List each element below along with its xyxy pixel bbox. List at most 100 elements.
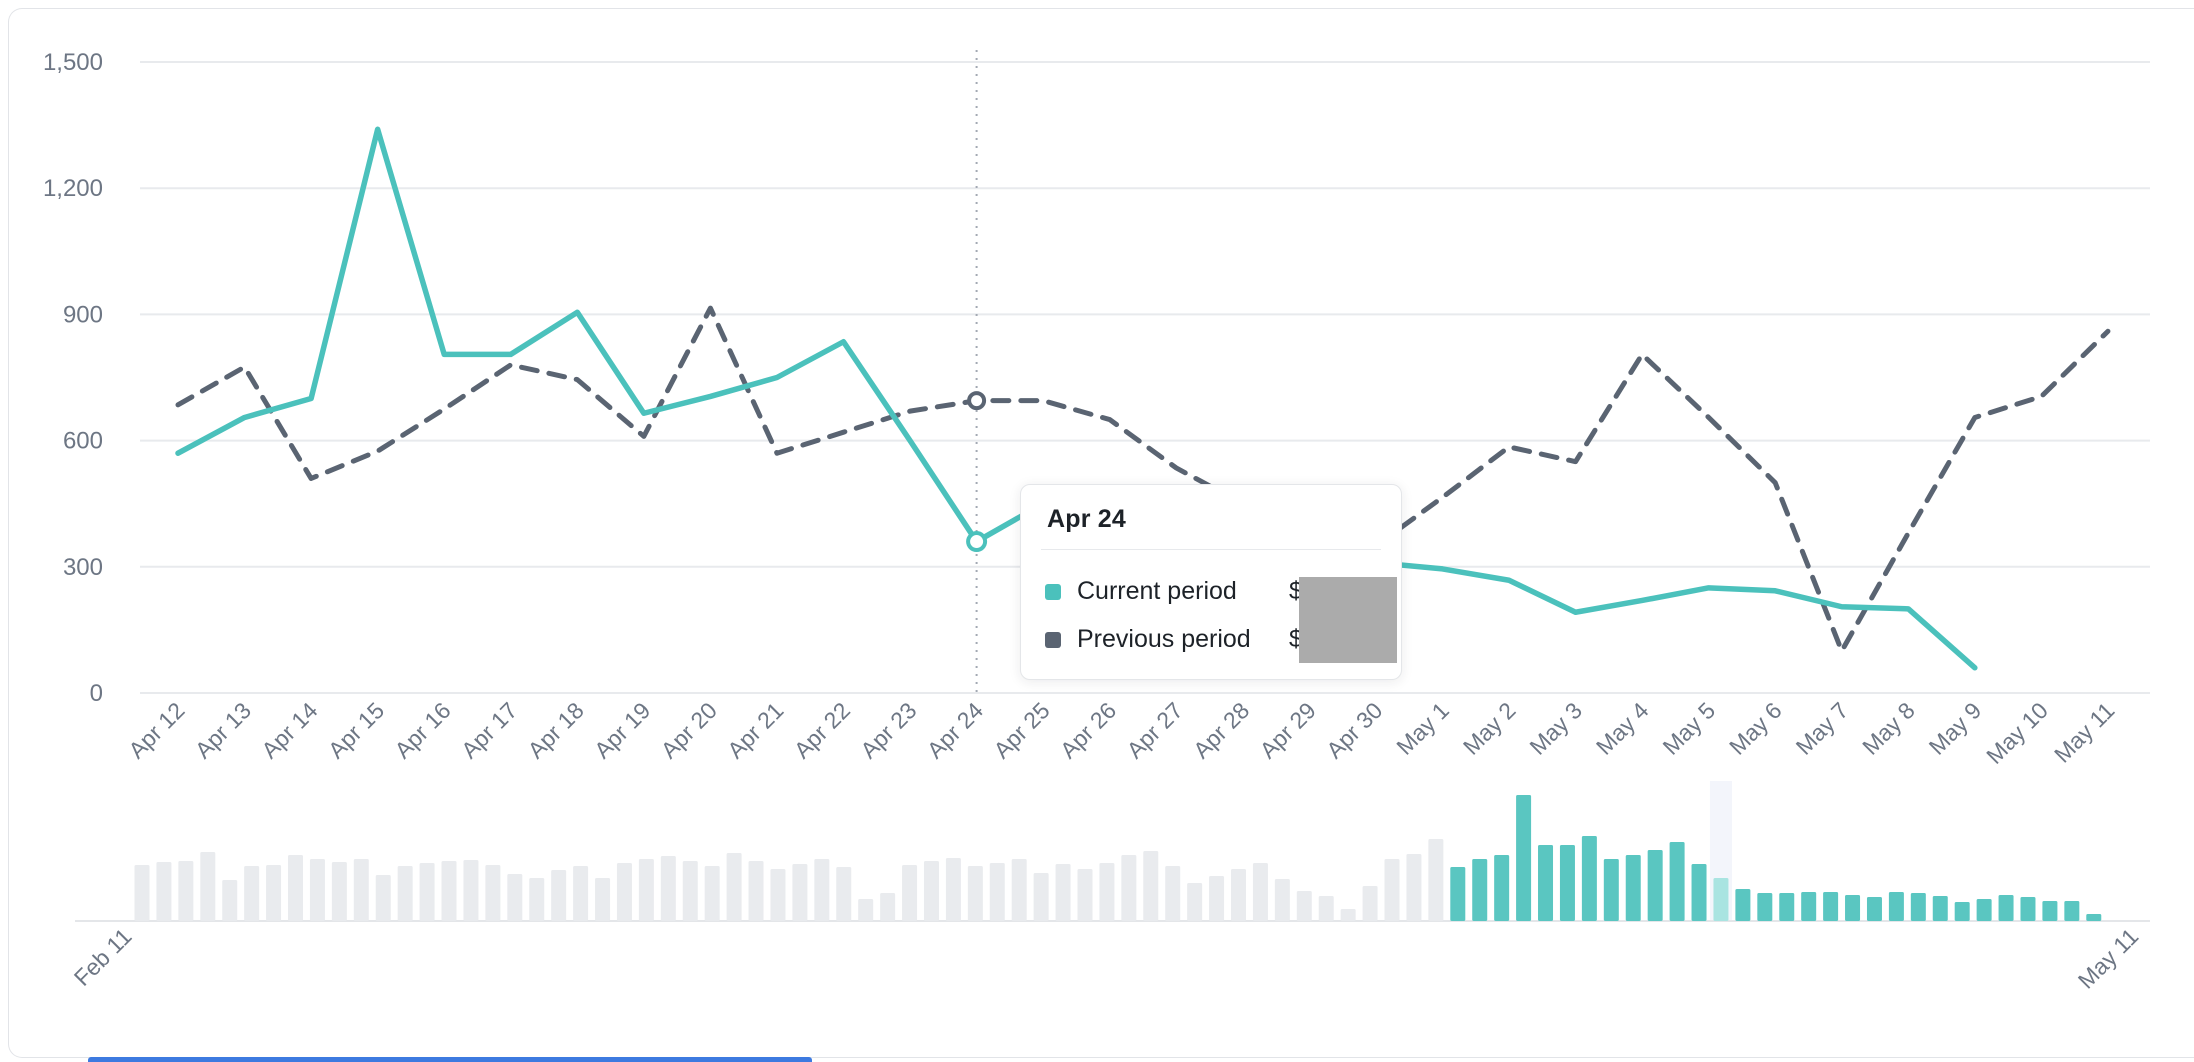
navigator-bar[interactable] xyxy=(244,866,260,921)
navigator-bar[interactable] xyxy=(616,863,632,921)
navigator-bar[interactable] xyxy=(1866,897,1882,921)
navigator-bar[interactable] xyxy=(1779,893,1795,921)
navigator-bar[interactable] xyxy=(814,859,830,921)
navigator-bar[interactable] xyxy=(595,878,611,921)
navigator-bar[interactable] xyxy=(1099,863,1115,921)
navigator-bar[interactable] xyxy=(485,865,501,921)
navigator-bar[interactable] xyxy=(682,861,698,921)
navigator-bar[interactable] xyxy=(1472,859,1488,921)
x-axis-tick-label: May 9 xyxy=(1924,697,1987,760)
navigator-bar[interactable] xyxy=(1428,839,1444,921)
navigator-bar[interactable] xyxy=(353,859,369,921)
navigator-bar[interactable] xyxy=(1823,892,1839,921)
y-axis-tick-label: 0 xyxy=(90,680,103,707)
navigator-bar[interactable] xyxy=(1998,895,2014,921)
navigator-bar[interactable] xyxy=(2020,897,2036,921)
navigator-bar[interactable] xyxy=(266,865,282,921)
navigator-bar[interactable] xyxy=(1406,854,1422,921)
date-range-selector[interactable]: Feb 11 May 11 xyxy=(0,770,2194,1062)
y-axis-tick-label: 900 xyxy=(63,301,103,328)
navigator-bar[interactable] xyxy=(2042,901,2058,921)
navigator-bar[interactable] xyxy=(288,855,304,921)
navigator-bar[interactable] xyxy=(1757,893,1773,921)
navigator-bar[interactable] xyxy=(1055,864,1071,921)
navigator-bar[interactable] xyxy=(397,866,413,921)
navigator-bar[interactable] xyxy=(858,899,874,921)
navigator-bar[interactable] xyxy=(1516,795,1532,921)
navigator-bar[interactable] xyxy=(1384,859,1400,921)
navigator-bar[interactable] xyxy=(1910,893,1926,921)
navigator-bar[interactable] xyxy=(660,856,676,921)
navigator-bar[interactable] xyxy=(375,875,391,921)
navigator-bar[interactable] xyxy=(1954,902,1970,921)
navigator-bar[interactable] xyxy=(1669,842,1685,921)
navigator-bar[interactable] xyxy=(529,878,545,921)
navigator-bar[interactable] xyxy=(573,866,589,921)
navigator-bar[interactable] xyxy=(1845,895,1861,921)
tooltip-divider xyxy=(1041,549,1381,550)
navigator-bar[interactable] xyxy=(1932,896,1948,921)
navigator-bar[interactable] xyxy=(989,863,1005,921)
navigator-bar[interactable] xyxy=(551,870,567,921)
navigator-bar[interactable] xyxy=(748,861,764,921)
navigator-bar[interactable] xyxy=(1274,879,1290,921)
x-axis-tick-label: Apr 20 xyxy=(656,697,722,763)
navigator-bar[interactable] xyxy=(2064,901,2080,921)
navigator-bar[interactable] xyxy=(1011,859,1027,921)
navigator-bar[interactable] xyxy=(1691,864,1707,921)
navigator-bar[interactable] xyxy=(1801,892,1817,921)
navigator-bar[interactable] xyxy=(1450,867,1466,921)
navigator-bar-highlighted[interactable] xyxy=(1713,878,1729,921)
navigator-bar[interactable] xyxy=(1647,850,1663,921)
navigator-bar[interactable] xyxy=(770,869,786,921)
navigator-bar[interactable] xyxy=(463,860,479,921)
navigator-bar[interactable] xyxy=(1976,899,1992,921)
navigator-bar[interactable] xyxy=(1888,892,1904,921)
x-axis-tick-label: May 1 xyxy=(1391,697,1454,760)
navigator-bar[interactable] xyxy=(2086,914,2102,921)
navigator-bar[interactable] xyxy=(902,865,918,921)
navigator-bar[interactable] xyxy=(967,866,983,921)
navigator-bar[interactable] xyxy=(441,861,457,921)
navigator-bar[interactable] xyxy=(1625,855,1641,921)
x-axis-tick-label: Apr 21 xyxy=(722,697,788,763)
navigator-bar[interactable] xyxy=(1603,859,1619,921)
navigator-bar[interactable] xyxy=(1340,909,1356,921)
navigator-bar[interactable] xyxy=(419,863,435,921)
navigator-bar[interactable] xyxy=(178,861,194,921)
navigator-bar[interactable] xyxy=(1187,883,1203,921)
navigator-bar[interactable] xyxy=(1033,873,1049,921)
navigator-bar[interactable] xyxy=(331,862,347,921)
navigator-bar[interactable] xyxy=(923,861,939,921)
navigator-bar[interactable] xyxy=(726,853,742,921)
navigator-bar[interactable] xyxy=(1252,863,1268,921)
navigator-bar[interactable] xyxy=(1231,869,1246,921)
navigator-bar[interactable] xyxy=(222,880,238,921)
navigator-bar[interactable] xyxy=(1559,845,1575,921)
navigator-bar[interactable] xyxy=(156,862,172,921)
navigator-bar[interactable] xyxy=(1165,866,1181,921)
navigator-bar[interactable] xyxy=(1735,889,1751,921)
navigator-bar[interactable] xyxy=(200,852,216,921)
navigator-bar[interactable] xyxy=(792,864,808,921)
navigator-bar[interactable] xyxy=(309,859,325,921)
y-axis-tick-label: 600 xyxy=(63,428,103,455)
navigator-bar[interactable] xyxy=(638,859,654,921)
navigator-bar[interactable] xyxy=(945,858,961,921)
navigator-bar[interactable] xyxy=(1362,886,1378,921)
navigator-bar[interactable] xyxy=(1538,845,1554,921)
navigator-bar[interactable] xyxy=(704,866,720,921)
navigator-bar[interactable] xyxy=(1209,876,1225,921)
navigator-bar[interactable] xyxy=(134,865,150,921)
navigator-bar[interactable] xyxy=(836,867,852,921)
navigator-bar[interactable] xyxy=(1581,836,1597,921)
navigator-bar[interactable] xyxy=(507,874,523,921)
navigator-bar[interactable] xyxy=(1143,851,1159,921)
navigator-bar[interactable] xyxy=(1121,855,1137,921)
navigator-bar[interactable] xyxy=(1077,869,1093,921)
x-axis-tick-label: Apr 27 xyxy=(1121,697,1187,763)
navigator-bar[interactable] xyxy=(1318,896,1334,921)
navigator-bar[interactable] xyxy=(1296,891,1312,921)
navigator-bar[interactable] xyxy=(1494,855,1510,921)
navigator-bar[interactable] xyxy=(880,893,896,921)
